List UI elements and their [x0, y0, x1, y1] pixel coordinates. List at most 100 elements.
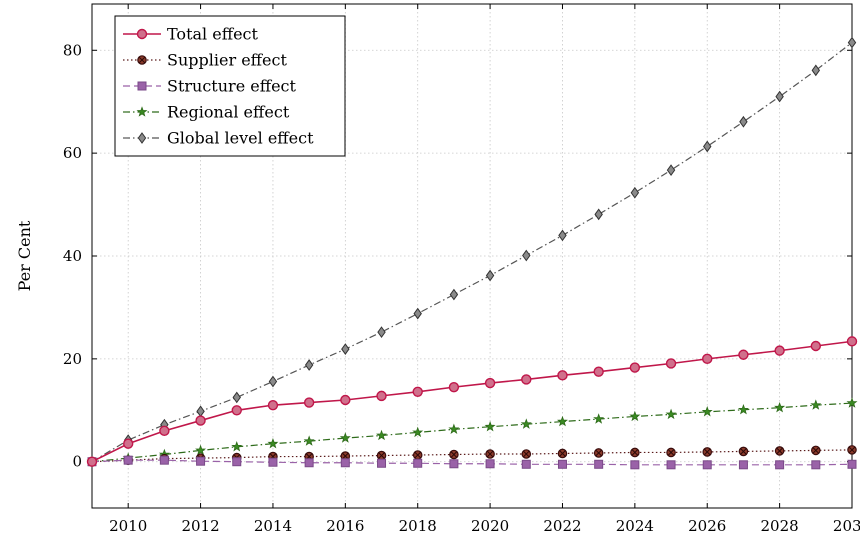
data-point — [521, 459, 531, 469]
data-point — [702, 460, 712, 470]
x-tick-label: 2014 — [254, 517, 292, 535]
data-point — [666, 447, 676, 458]
marker-shape — [303, 397, 315, 408]
data-point — [775, 90, 784, 103]
data-point — [231, 405, 242, 416]
marker-shape — [303, 435, 315, 446]
data-point — [594, 459, 604, 469]
marker-shape — [811, 64, 821, 77]
marker-shape — [522, 249, 531, 262]
marker-shape — [737, 404, 749, 415]
marker-shape — [665, 358, 677, 369]
data-point — [810, 399, 822, 410]
marker-cross — [595, 449, 602, 457]
series-line — [91, 402, 853, 463]
data-point — [196, 405, 205, 418]
legend-marker — [136, 28, 148, 40]
data-point — [303, 435, 315, 446]
marker-shape — [846, 397, 858, 408]
legend-label: Supplier effect — [167, 51, 287, 70]
data-point — [231, 441, 243, 452]
legend-entry: Supplier effect — [123, 51, 287, 70]
axis-layer: 2010 2012 2014 2016 2018 2020 2022 2024 2026 2028… — [63, 4, 860, 535]
marker-shape — [268, 375, 278, 388]
marker-shape — [810, 399, 822, 410]
data-point — [341, 343, 350, 355]
data-point — [303, 397, 315, 408]
y-tick-label: 60 — [63, 144, 82, 162]
legend-entry: Global level effect — [123, 129, 314, 148]
marker-shape — [195, 415, 206, 426]
marker-shape — [810, 340, 822, 352]
marker-shape — [774, 345, 785, 356]
data-point — [376, 390, 387, 402]
marker-shape — [594, 208, 603, 221]
legend-label: Regional effect — [167, 103, 290, 122]
marker-cross — [414, 451, 421, 459]
marker-shape — [267, 399, 279, 411]
data-point — [774, 345, 785, 356]
marker-shape — [232, 391, 241, 404]
marker-shape — [775, 90, 784, 103]
marker-shape — [340, 394, 351, 406]
marker-shape — [231, 405, 242, 416]
y-tick-label: 80 — [63, 41, 82, 59]
data-point — [811, 64, 821, 77]
data-point — [268, 457, 278, 467]
legend-marker — [137, 81, 147, 91]
data-point — [340, 458, 350, 468]
data-point — [521, 449, 532, 459]
series-layer — [86, 36, 858, 470]
data-point — [774, 446, 785, 456]
x-tick-label: 2016 — [326, 517, 364, 535]
data-point — [594, 208, 603, 221]
data-point — [413, 458, 423, 468]
data-point — [484, 377, 496, 389]
marker-shape — [593, 413, 605, 424]
data-point — [811, 460, 821, 470]
data-point — [232, 457, 242, 467]
marker-cross — [523, 450, 530, 458]
series-line — [91, 42, 853, 463]
data-point — [195, 415, 206, 426]
marker-shape — [847, 459, 857, 469]
marker-shape — [268, 457, 278, 467]
data-point — [267, 399, 279, 411]
marker-shape — [195, 444, 207, 456]
data-point — [811, 445, 821, 456]
marker-shape — [304, 359, 314, 371]
data-point — [556, 415, 568, 427]
data-point — [520, 418, 532, 429]
legend-label: Total effect — [167, 25, 259, 44]
data-point — [449, 288, 459, 301]
marker-shape — [594, 459, 604, 469]
data-point — [485, 449, 495, 459]
data-point — [412, 450, 423, 460]
marker-shape — [846, 336, 858, 347]
data-point — [340, 451, 351, 461]
legend-entry: Total effect — [123, 25, 259, 44]
marker-shape — [485, 459, 495, 469]
marker-shape — [231, 441, 243, 452]
data-point — [122, 438, 134, 449]
x-tick-label: 2018 — [399, 517, 437, 535]
data-point — [847, 445, 857, 455]
data-point — [847, 459, 857, 469]
marker-shape — [558, 229, 567, 242]
marker-shape — [448, 423, 460, 434]
data-point — [123, 455, 133, 465]
data-point — [702, 447, 713, 457]
marker-cross — [848, 446, 856, 454]
data-point — [630, 460, 640, 470]
marker-shape — [666, 460, 676, 470]
data-point — [557, 459, 567, 469]
data-point — [449, 459, 459, 469]
marker-shape — [341, 343, 350, 355]
marker-shape — [665, 408, 677, 420]
marker-cross — [486, 450, 494, 458]
marker-shape — [484, 377, 496, 389]
series-line — [91, 340, 853, 463]
data-point — [665, 408, 677, 420]
data-point — [339, 432, 351, 443]
